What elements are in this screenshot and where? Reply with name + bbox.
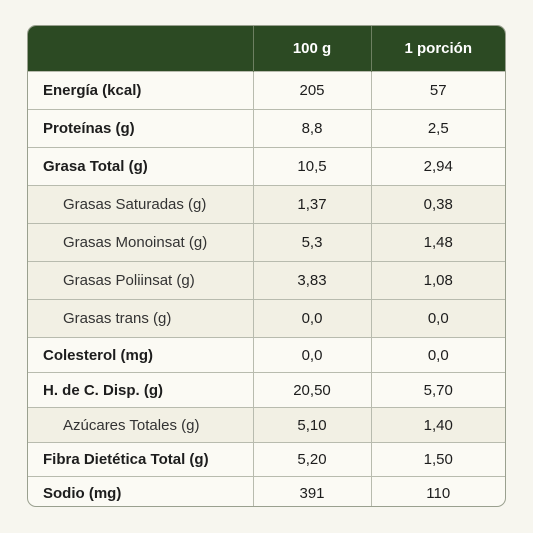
value-cell: 1,37 bbox=[252, 185, 371, 224]
row-label: Sodio (mg) bbox=[28, 476, 253, 506]
value-cell: 1,50 bbox=[370, 442, 505, 477]
row-label: Grasas Saturadas (g) bbox=[28, 185, 253, 224]
value-cell: 10,5 bbox=[252, 147, 371, 186]
row-label: Colesterol (mg) bbox=[28, 337, 253, 373]
value-cell: 1,40 bbox=[370, 407, 505, 443]
value-cell: 0,0 bbox=[370, 337, 505, 373]
value-cell: 0,38 bbox=[370, 185, 505, 224]
table-row: Grasas Poliinsat (g) 3,83 1,08 bbox=[28, 261, 505, 300]
value-cell: 1,08 bbox=[370, 261, 505, 300]
value-cell: 0,0 bbox=[252, 337, 371, 373]
header-cell bbox=[28, 26, 253, 72]
row-label: Proteínas (g) bbox=[28, 109, 253, 148]
table-row: Grasa Total (g) 10,5 2,94 bbox=[28, 147, 505, 186]
table-row: Colesterol (mg) 0,0 0,0 bbox=[28, 337, 505, 373]
row-label: H. de C. Disp. (g) bbox=[28, 372, 253, 408]
table-row: Grasas trans (g) 0,0 0,0 bbox=[28, 299, 505, 338]
row-label: Energía (kcal) bbox=[28, 71, 253, 110]
table-row: Sodio (mg) 391 110 bbox=[28, 476, 505, 506]
value-cell: 8,8 bbox=[252, 109, 371, 148]
table-row: H. de C. Disp. (g) 20,50 5,70 bbox=[28, 372, 505, 408]
row-label: Grasa Total (g) bbox=[28, 147, 253, 186]
value-cell: 5,10 bbox=[252, 407, 371, 443]
row-label: Grasas trans (g) bbox=[28, 299, 253, 338]
value-cell: 110 bbox=[370, 476, 505, 506]
row-label: Azúcares Totales (g) bbox=[28, 407, 253, 443]
value-cell: 0,0 bbox=[370, 299, 505, 338]
value-cell: 3,83 bbox=[252, 261, 371, 300]
value-cell: 0,0 bbox=[252, 299, 371, 338]
row-label: Grasas Monoinsat (g) bbox=[28, 223, 253, 262]
value-cell: 2,94 bbox=[370, 147, 505, 186]
table-row: Fibra Dietética Total (g) 5,20 1,50 bbox=[28, 442, 505, 477]
header-cell: 1 porción bbox=[370, 26, 505, 72]
value-cell: 57 bbox=[370, 71, 505, 110]
value-cell: 391 bbox=[252, 476, 371, 506]
value-cell: 205 bbox=[252, 71, 371, 110]
row-label: Grasas Poliinsat (g) bbox=[28, 261, 253, 300]
table-row: Grasas Monoinsat (g) 5,3 1,48 bbox=[28, 223, 505, 262]
value-cell: 1,48 bbox=[370, 223, 505, 262]
table-row: Azúcares Totales (g) 5,10 1,40 bbox=[28, 407, 505, 443]
table-row: Proteínas (g) 8,8 2,5 bbox=[28, 109, 505, 148]
value-cell: 5,70 bbox=[370, 372, 505, 408]
table-row: Grasas Saturadas (g) 1,37 0,38 bbox=[28, 185, 505, 224]
value-cell: 20,50 bbox=[252, 372, 371, 408]
value-cell: 2,5 bbox=[370, 109, 505, 148]
header-cell: 100 g bbox=[252, 26, 371, 72]
value-cell: 5,3 bbox=[252, 223, 371, 262]
value-cell: 5,20 bbox=[252, 442, 371, 477]
row-label: Fibra Dietética Total (g) bbox=[28, 442, 253, 477]
table-row: Energía (kcal) 205 57 bbox=[28, 71, 505, 110]
